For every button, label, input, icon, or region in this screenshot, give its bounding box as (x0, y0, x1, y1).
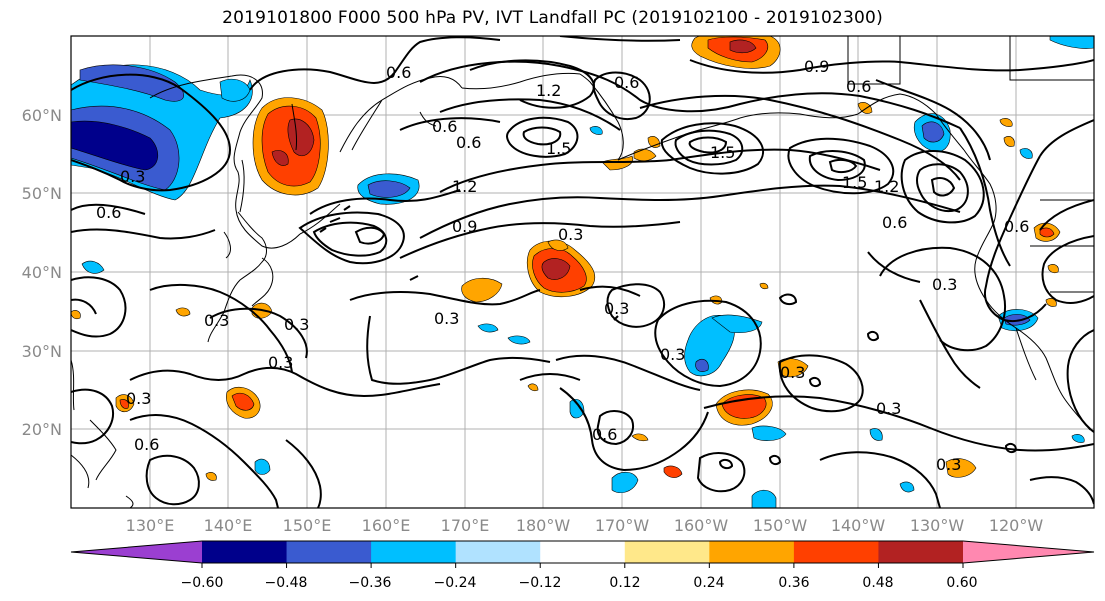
colorbar-tick-label: −0.12 (519, 575, 562, 591)
contour-label: 0.3 (876, 399, 901, 418)
colorbar-tick-label: −0.24 (434, 575, 477, 591)
colorbar-extend-high (963, 541, 1094, 563)
contour-label: 1.5 (710, 143, 735, 162)
contour-label: 1.5 (546, 139, 571, 158)
contour-label: 0.3 (932, 275, 957, 294)
contour-label: 0.6 (1004, 217, 1029, 236)
colorbar-tick-label: 0.24 (693, 575, 724, 591)
colorbar-segment (540, 541, 626, 563)
contour-label: 0.3 (204, 311, 229, 330)
lat-label: 60°N (22, 106, 62, 125)
lon-label: 130°W (910, 516, 965, 535)
colorbar-segment (455, 541, 541, 563)
contour-label: 0.3 (284, 315, 309, 334)
positive-shading (71, 36, 1061, 481)
contour-label: 0.6 (134, 435, 159, 454)
lat-label: 30°N (22, 342, 62, 361)
lon-label: 150°W (753, 516, 808, 535)
map-frame (70, 35, 1095, 509)
colorbar-segment (624, 541, 710, 563)
contour-label: 0.9 (804, 57, 829, 76)
lat-label: 50°N (22, 184, 62, 203)
lon-label: 120°W (989, 516, 1044, 535)
colorbar-tick-label: −0.60 (181, 575, 224, 591)
contour-label: 0.3 (936, 455, 961, 474)
contour-label: 1.2 (536, 81, 561, 100)
contour-label: 0.9 (452, 217, 477, 236)
map-gridlines (71, 36, 1094, 508)
pv-contours (71, 36, 1094, 508)
lat-label: 40°N (22, 263, 62, 282)
coastlines (71, 36, 1094, 508)
colorbar-extend-low (71, 541, 202, 563)
contour-label: 0.6 (96, 203, 121, 222)
colorbar-tick-label: −0.48 (265, 575, 308, 591)
lon-label: 170°E (441, 516, 490, 535)
lon-label: 160°W (674, 516, 729, 535)
contour-label: 0.6 (846, 77, 871, 96)
contour-label: 0.6 (386, 63, 411, 82)
contour-label: 0.3 (780, 363, 805, 382)
colorbar-segment (371, 541, 457, 563)
contour-label: 0.3 (268, 353, 293, 372)
lat-label: 20°N (22, 420, 62, 439)
colorbar-tick-label: 0.60 (946, 575, 977, 591)
colorbar-segment (793, 541, 879, 563)
colorbar-tick-label: 0.48 (862, 575, 893, 591)
contour-label: 1.2 (874, 177, 899, 196)
contour-label: 0.3 (660, 345, 685, 364)
contour-label: 0.3 (434, 309, 459, 328)
contour-fragments (319, 205, 1018, 470)
contour-label: 0.3 (120, 167, 145, 186)
colorbar-tick-label: 0.36 (778, 575, 809, 591)
contour-label: 0.3 (558, 225, 583, 244)
longitude-labels: 130°E 140°E 150°E 160°E 170°E 180°W 170°… (126, 516, 1044, 535)
contour-label: 0.3 (126, 389, 151, 408)
colorbar-segment (202, 541, 288, 563)
lon-label: 140°E (204, 516, 253, 535)
contour-label: 0.6 (614, 73, 639, 92)
colorbar-segment (878, 541, 964, 563)
contour-label: 0.6 (432, 117, 457, 136)
lon-label: 170°W (595, 516, 650, 535)
contour-label: 0.6 (882, 213, 907, 232)
colorbar-tick-label: 0.12 (609, 575, 640, 591)
colorbar-tick-label: −0.36 (349, 575, 392, 591)
contour-labels: 0.6 1.2 0.6 0.9 0.6 0.6 0.6 1.5 1.5 1.5 … (96, 57, 1029, 474)
colorbar-ticks (201, 563, 964, 568)
contour-label: 0.3 (604, 299, 629, 318)
latitude-labels: 60°N 50°N 40°N 30°N 20°N (22, 106, 62, 439)
colorbar-tick-labels: −0.60 −0.48 −0.36 −0.24 −0.12 0.12 0.24 … (181, 575, 978, 591)
contour-label: 1.2 (452, 177, 477, 196)
lon-label: 180°W (516, 516, 571, 535)
lon-label: 140°W (831, 516, 886, 535)
lon-label: 150°E (283, 516, 332, 535)
colorbar-segments (70, 540, 1095, 564)
contour-label: 0.6 (456, 133, 481, 152)
map-title: 2019101800 F000 500 hPa PV, IVT Landfall… (222, 8, 883, 28)
colorbar-segment (709, 541, 795, 563)
lon-label: 160°E (362, 516, 411, 535)
contour-label: 0.6 (592, 425, 617, 444)
contour-label: 1.5 (842, 173, 867, 192)
colorbar-segment (286, 541, 372, 563)
lon-label: 130°E (126, 516, 175, 535)
